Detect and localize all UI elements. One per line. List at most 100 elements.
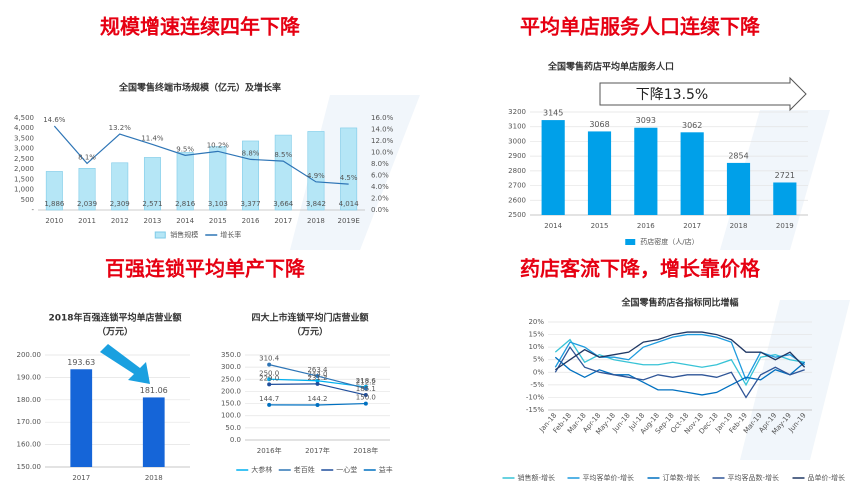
heading: 百强连锁平均单产下降 [105,257,306,281]
legend-label: 销售额-增长 [518,473,556,482]
chart-title: 四大上市连锁平均门店营业额 [251,312,368,324]
legend-label: 销售规模 [170,230,198,239]
y-tick-label: 3200 [508,108,526,116]
y-tick-label: 190.00 [17,373,42,381]
data-label: 3145 [543,109,563,118]
annotation: 下降13.5% [636,87,708,103]
legend-label: 平均客单价-增长 [583,473,635,482]
y-tick-label: 350.0 [221,351,241,359]
bar [726,162,751,215]
legend-label: 大参林 [251,465,272,474]
x-tick-label: 2011 [78,217,96,225]
y-tick-label: 180.00 [17,396,42,404]
y-tick-label: 0.0 [230,436,241,444]
bar [78,168,96,211]
data-label: 150.0 [356,394,376,402]
x-tick-label: 2012 [111,217,129,225]
data-label: 4.5% [340,174,358,182]
y2-tick-label: 2.0% [371,195,389,203]
legend-label: 增长率 [220,230,241,239]
point [315,374,320,379]
y2-tick-label: 16.0% [371,114,394,122]
chart-title: 全国零售药店各指标同比增幅 [620,297,738,309]
bar [340,127,358,211]
point [267,377,272,382]
data-label: 2,816 [175,200,196,208]
point [267,382,272,387]
x-tick-label: 2017 [274,217,292,225]
data-label: 263.4 [307,366,328,374]
point [315,378,320,383]
bar [680,132,704,215]
legend-label: 药店密度（人/店） [640,237,698,246]
line [53,125,349,185]
data-label: 3,664 [273,200,294,208]
data-label: 231.2 [307,374,327,382]
y-tick-label: 100.0 [221,412,241,420]
data-label: 2,309 [110,200,130,208]
data-label: 181.06 [140,386,168,395]
x-tick-label: 2017 [72,474,90,482]
point [363,401,368,406]
point [267,362,272,367]
y-tick-label: 4,000 [14,124,34,132]
x-tick-label: 2018 [730,222,748,230]
y-tick-label: 10% [528,343,544,351]
x-tick-label: 2016 [637,222,655,230]
highlight-arrow [100,344,150,384]
bar [45,171,63,211]
annotation-arrow [599,76,807,112]
line [554,345,805,399]
point [363,393,368,398]
y-tick-label: 2700 [508,182,526,190]
y-tick-label: -5% [530,381,544,389]
data-label: 229.0 [259,374,279,382]
data-label: 250.0 [259,369,279,377]
y-tick-label: 200.00 [17,351,42,359]
legend-label: 平均客品数-增长 [728,473,780,482]
y-tick-label: 150.0 [221,400,241,408]
y-tick-label: 2,500 [14,155,34,163]
y-tick-label: 2800 [508,167,526,175]
heading: 规模增速连续四年下降 [100,15,301,39]
data-label: 2721 [775,171,795,180]
x-tick-label: 2016年 [257,446,282,455]
data-label: 185.1 [356,385,376,393]
x-tick-label: 2019 [776,222,794,230]
y-tick-label: 5% [533,356,544,364]
x-tick-label: 2018 [145,474,163,482]
legend-label: 一心堂 [336,465,357,474]
x-tick-label: 2010 [45,217,63,225]
data-label: 310.4 [259,355,280,363]
bar [176,152,194,211]
data-label: 1,886 [44,200,65,208]
legend-swatch [625,239,636,245]
y-tick-label: - [31,206,34,214]
bar [209,146,227,211]
y-tick-label: 300.0 [221,363,241,371]
legend-label: 品单价-增长 [808,473,846,482]
y-tick-label: -10% [526,393,544,401]
bar [143,157,161,211]
chart-title: （万元） [97,327,133,338]
heading: 平均单店服务人口连续下降 [520,15,761,39]
y-tick-label: 1,000 [14,186,34,194]
legend-swatch [154,231,166,239]
data-label: 13.2% [109,124,132,132]
y2-tick-label: 12.0% [371,137,394,145]
legend-label: 订单数-增长 [663,473,701,482]
data-label: 3068 [589,120,609,129]
y-tick-label: 2,000 [14,165,34,173]
bar [773,182,797,215]
bar [70,369,93,467]
chart-title: 2018年百强连锁平均单店营业额 [48,312,181,324]
y-tick-label: 3,500 [14,134,34,142]
bar [274,134,292,211]
x-tick-label: 2013 [144,217,162,225]
data-label: 3062 [682,121,702,130]
bg-shape [740,300,850,460]
data-label: 3,842 [306,200,326,208]
point [267,402,272,407]
bar [142,397,165,467]
